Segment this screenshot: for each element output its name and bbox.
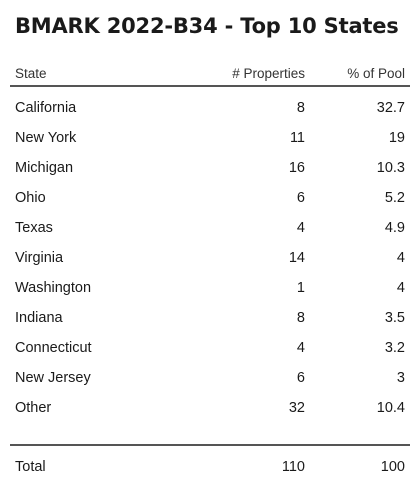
column-header-pool: % of Pool: [347, 66, 405, 81]
state-cell: New York: [15, 130, 77, 146]
state-cell: Washington: [15, 280, 92, 296]
state-cell: New Jersey: [15, 370, 91, 386]
pool-cell: 10.3: [376, 160, 405, 176]
total-divider: [10, 444, 410, 446]
state-cell: Ohio: [15, 190, 46, 206]
pool-cell: 3.2: [384, 340, 405, 356]
properties-cell: 6: [296, 370, 305, 386]
state-cell: Indiana: [15, 310, 63, 326]
total-label: Total: [15, 459, 46, 475]
state-cell: Texas: [15, 220, 53, 236]
pool-cell: 5.2: [384, 190, 405, 206]
table-row: Michigan 16 10.3: [10, 153, 410, 183]
properties-cell: 11: [289, 130, 305, 146]
total-properties: 110: [281, 459, 305, 475]
properties-cell: 8: [296, 100, 305, 116]
pool-cell: 4.9: [384, 220, 405, 236]
properties-cell: 4: [296, 340, 305, 356]
pool-cell: 19: [388, 130, 405, 146]
table-row: Other 32 10.4: [10, 393, 410, 423]
state-cell: Connecticut: [15, 340, 92, 356]
table-body: California 8 32.7 New York 11 19 Michigan 16 10.…: [10, 87, 410, 423]
properties-cell: 4: [296, 220, 305, 236]
table-row: Virginia 14 4: [10, 243, 410, 273]
properties-cell: 14: [288, 250, 305, 266]
properties-cell: 1: [296, 280, 305, 296]
page-title: BMARK 2022-B34 - Top 10 States: [15, 14, 399, 38]
states-table: State # Properties % of Pool California 8…: [10, 63, 410, 423]
table-row: Ohio 6 5.2: [10, 183, 410, 213]
column-header-properties: # Properties: [232, 66, 305, 81]
total-row: Total 110 100: [10, 452, 410, 482]
properties-cell: 6: [296, 190, 305, 206]
state-cell: Other: [15, 400, 52, 416]
properties-cell: 32: [288, 400, 305, 416]
table-row: Texas 4 4.9: [10, 213, 410, 243]
state-cell: Michigan: [15, 160, 74, 176]
properties-cell: 8: [296, 310, 305, 326]
total-pool: 100: [380, 459, 405, 475]
table-row: New Jersey 6 3: [10, 363, 410, 393]
table-row: Connecticut 4 3.2: [10, 333, 410, 363]
table-row: Indiana 8 3.5: [10, 303, 410, 333]
pool-cell: 4: [396, 250, 405, 266]
pool-cell: 3.5: [384, 310, 405, 326]
properties-cell: 16: [288, 160, 305, 176]
column-header-state: State: [15, 66, 47, 81]
table-row: California 8 32.7: [10, 93, 410, 123]
state-cell: Virginia: [15, 250, 64, 266]
pool-cell: 32.7: [376, 100, 405, 116]
state-cell: California: [15, 100, 77, 116]
pool-cell: 3: [396, 370, 405, 386]
pool-cell: 10.4: [376, 400, 405, 416]
table-row: New York 11 19: [10, 123, 410, 153]
pool-cell: 4: [396, 280, 405, 296]
table-row: Washington 1 4: [10, 273, 410, 303]
table-header: State # Properties % of Pool: [10, 63, 410, 87]
